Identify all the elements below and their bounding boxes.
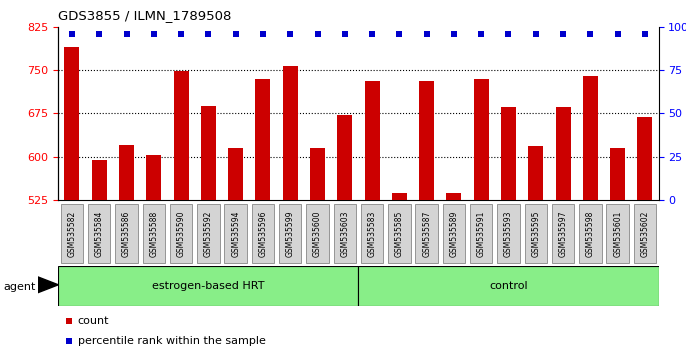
Bar <box>64 47 80 200</box>
Bar <box>419 81 434 200</box>
FancyBboxPatch shape <box>58 266 358 306</box>
Bar <box>501 108 516 200</box>
FancyBboxPatch shape <box>525 204 547 263</box>
Bar <box>528 146 543 200</box>
Text: estrogen-based HRT: estrogen-based HRT <box>152 281 265 291</box>
Text: GSM535600: GSM535600 <box>313 210 322 257</box>
Bar <box>338 115 353 200</box>
Bar <box>556 108 571 200</box>
Text: GSM535588: GSM535588 <box>150 211 158 257</box>
Text: GSM535601: GSM535601 <box>613 210 622 257</box>
Text: GSM535603: GSM535603 <box>340 210 349 257</box>
Text: agent: agent <box>3 282 36 292</box>
Text: percentile rank within the sample: percentile rank within the sample <box>78 336 265 346</box>
FancyBboxPatch shape <box>307 204 329 263</box>
Bar <box>201 106 216 200</box>
FancyBboxPatch shape <box>358 266 659 306</box>
Bar <box>92 160 107 200</box>
Bar <box>610 148 625 200</box>
FancyBboxPatch shape <box>115 204 138 263</box>
Bar <box>447 193 462 200</box>
Bar <box>146 155 161 200</box>
FancyBboxPatch shape <box>170 204 192 263</box>
Text: GSM535589: GSM535589 <box>449 210 458 257</box>
Text: GSM535587: GSM535587 <box>422 210 431 257</box>
FancyBboxPatch shape <box>442 204 465 263</box>
FancyBboxPatch shape <box>143 204 165 263</box>
Text: GSM535602: GSM535602 <box>641 210 650 257</box>
Text: GSM535585: GSM535585 <box>395 210 404 257</box>
FancyBboxPatch shape <box>88 204 110 263</box>
Bar <box>255 79 270 200</box>
FancyBboxPatch shape <box>416 204 438 263</box>
FancyBboxPatch shape <box>361 204 383 263</box>
Text: control: control <box>489 281 528 291</box>
FancyBboxPatch shape <box>279 204 301 263</box>
FancyBboxPatch shape <box>333 204 356 263</box>
Bar <box>119 145 134 200</box>
FancyBboxPatch shape <box>552 204 574 263</box>
FancyBboxPatch shape <box>497 204 520 263</box>
FancyBboxPatch shape <box>388 204 410 263</box>
Bar <box>392 193 407 200</box>
Text: GSM535584: GSM535584 <box>95 210 104 257</box>
Bar <box>364 81 379 200</box>
FancyBboxPatch shape <box>470 204 493 263</box>
Text: GSM535591: GSM535591 <box>477 210 486 257</box>
Polygon shape <box>38 277 58 293</box>
FancyBboxPatch shape <box>634 204 656 263</box>
Text: GSM535582: GSM535582 <box>67 211 76 257</box>
Text: GSM535597: GSM535597 <box>558 210 567 257</box>
Bar <box>283 66 298 200</box>
Bar <box>583 76 598 200</box>
Text: GSM535595: GSM535595 <box>531 210 541 257</box>
FancyBboxPatch shape <box>579 204 602 263</box>
Bar <box>474 79 488 200</box>
Bar <box>310 148 325 200</box>
Text: GSM535599: GSM535599 <box>286 210 295 257</box>
Bar <box>174 71 189 200</box>
Bar <box>228 148 243 200</box>
Text: GDS3855 / ILMN_1789508: GDS3855 / ILMN_1789508 <box>58 9 232 22</box>
FancyBboxPatch shape <box>61 204 83 263</box>
Text: GSM535598: GSM535598 <box>586 210 595 257</box>
Bar <box>637 117 652 200</box>
Text: GSM535586: GSM535586 <box>122 210 131 257</box>
Text: GSM535596: GSM535596 <box>259 210 268 257</box>
Text: count: count <box>78 316 109 326</box>
Text: GSM535593: GSM535593 <box>504 210 513 257</box>
FancyBboxPatch shape <box>197 204 220 263</box>
FancyBboxPatch shape <box>606 204 629 263</box>
Text: GSM535592: GSM535592 <box>204 210 213 257</box>
FancyBboxPatch shape <box>252 204 274 263</box>
FancyBboxPatch shape <box>224 204 247 263</box>
Text: GSM535594: GSM535594 <box>231 210 240 257</box>
Text: GSM535590: GSM535590 <box>176 210 186 257</box>
Text: GSM535583: GSM535583 <box>368 210 377 257</box>
